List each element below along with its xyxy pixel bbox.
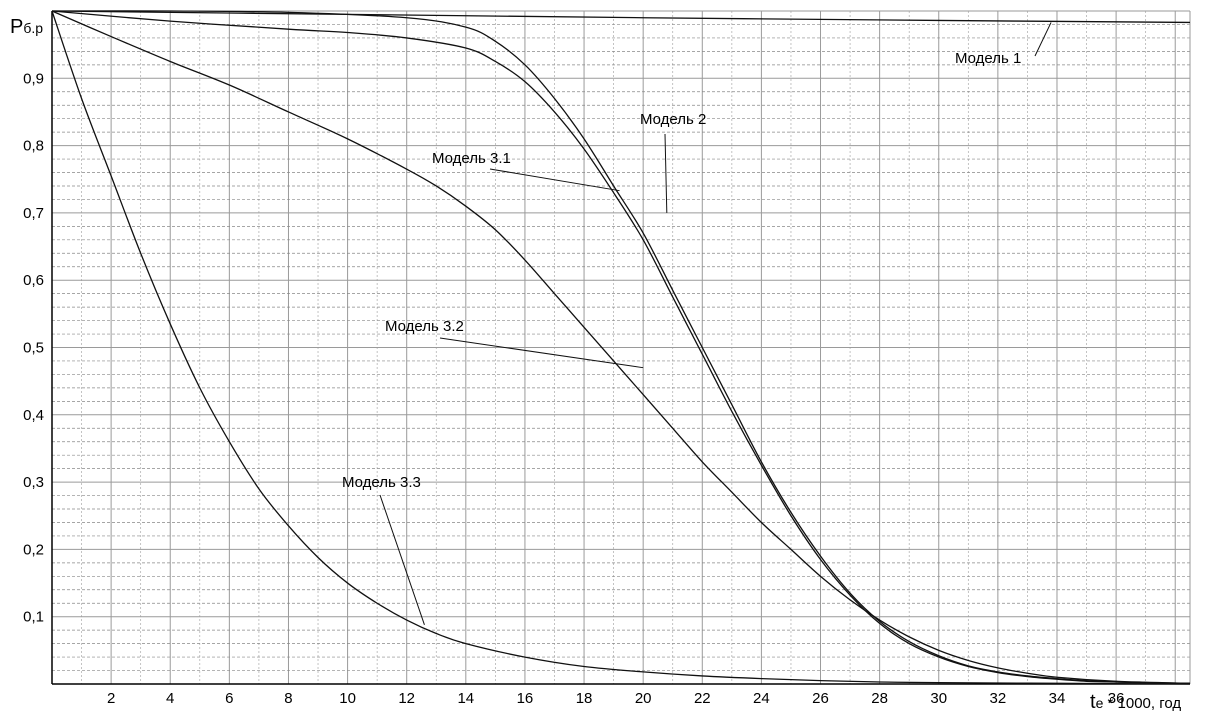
x-tick-label: 20 [635,690,652,707]
y-axis-label-sub: б.р [23,20,43,36]
x-tick-label: 36 [1108,690,1125,707]
annotation-leader [1034,22,1052,57]
annotation-label: Модель 3.3 [342,474,421,491]
series-line-5 [51,10,1191,685]
annotation-label: Модель 1 [955,50,1021,67]
y-tick-label: 0,1 [23,609,44,626]
x-tick-label: 2 [107,690,115,707]
y-tick-label: 0,7 [23,205,44,222]
series-line-1 [51,10,1191,24]
y-tick-label: 0,6 [23,272,44,289]
annotation-label: Модель 2 [640,111,706,128]
x-tick-label: 26 [812,690,829,707]
series-line-3 [51,10,1191,684]
annotations: Модель 1 Модель 2 Модель 3.1 Модель 3.2 Моде… [342,22,1052,625]
series-line-2 [51,10,1191,684]
x-tick-label: 14 [457,690,474,707]
annotation-leader [439,337,644,369]
x-tick-label: 4 [166,690,174,707]
y-tick-label: 0,9 [23,70,44,87]
y-tick-label: 0,8 [23,138,44,155]
x-tick-label: 22 [694,690,711,707]
y-tick-label: 0,4 [23,407,44,424]
y-tick-label: 0,3 [23,474,44,491]
x-tick-label: 24 [753,690,770,707]
x-tick-label: 32 [990,690,1007,707]
series-lines [51,10,1191,685]
series-line-4 [51,10,1191,684]
annotation-leader [379,494,425,625]
annotation-label: Модель 3.1 [432,150,511,167]
x-tick-label: 18 [576,690,593,707]
annotation-leader [489,168,620,192]
x-tick-label: 28 [871,690,888,707]
y-tick-label: 0,5 [23,340,44,357]
x-tick-label: 12 [398,690,415,707]
annotation-leader [664,133,668,213]
x-tick-label: 6 [225,690,233,707]
annotation-label: Модель 3.2 [385,318,464,335]
x-axis-label: te * 1000, год [1090,691,1181,713]
x-tick-label: 34 [1049,690,1066,707]
x-axis-label-sub: e [1096,695,1104,711]
y-tick-label: 0,2 [23,541,44,558]
x-tick-label: 8 [284,690,292,707]
y-axis-label-main: P [10,16,23,38]
y-axis-label: Pб.р [10,16,43,38]
x-tick-label: 10 [339,690,356,707]
x-axis-label-rest: * 1000, год [1103,695,1181,712]
x-tick-label: 30 [930,690,947,707]
x-axis-label-main: t [1090,691,1096,713]
x-tick-label: 16 [517,690,534,707]
grid [52,11,1190,684]
tick-labels: 2 4 6 8 10 12 14 16 18 20 22 24 26 28 30 32 34 360,10,20,… [23,70,1124,707]
